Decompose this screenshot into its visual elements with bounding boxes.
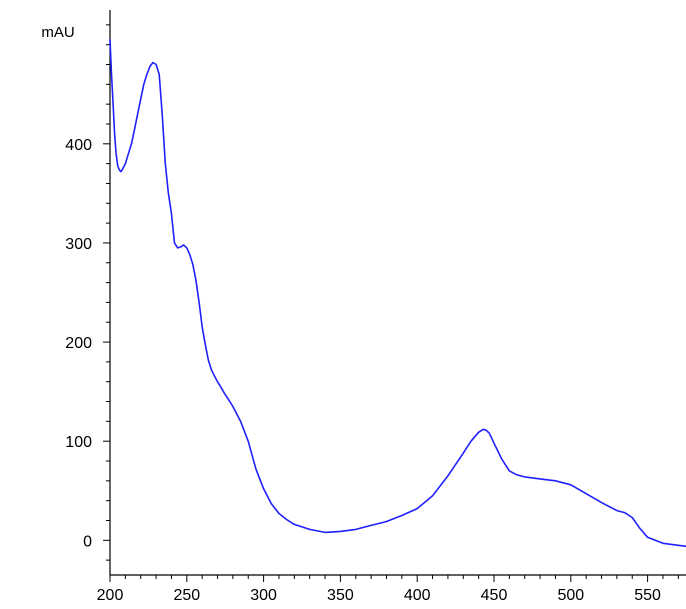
axes bbox=[109, 10, 686, 576]
x-tick-label: 400 bbox=[404, 587, 431, 604]
y-tick-label: 0 bbox=[83, 533, 92, 550]
y-axis-unit-label: mAU bbox=[41, 24, 74, 41]
x-tick-label: 200 bbox=[97, 587, 124, 604]
y-tick-label: 200 bbox=[65, 335, 92, 352]
tick-marks bbox=[103, 24, 679, 582]
y-tick-label: 300 bbox=[65, 236, 92, 253]
y-tick-label: 400 bbox=[65, 137, 92, 154]
x-tick-label: 500 bbox=[557, 587, 584, 604]
x-tick-label: 300 bbox=[250, 587, 277, 604]
x-tick-label: 350 bbox=[327, 587, 354, 604]
x-tick-label: 450 bbox=[481, 587, 508, 604]
absorbance-series-line bbox=[109, 38, 686, 548]
x-tick-label: 550 bbox=[634, 587, 661, 604]
y-tick-label: 100 bbox=[65, 434, 92, 451]
x-tick-label: 250 bbox=[173, 587, 200, 604]
tick-labels: 0 100 200 300 400 200 250 300 350 400 450 500 550 bbox=[65, 137, 661, 604]
series-layer bbox=[109, 38, 686, 548]
